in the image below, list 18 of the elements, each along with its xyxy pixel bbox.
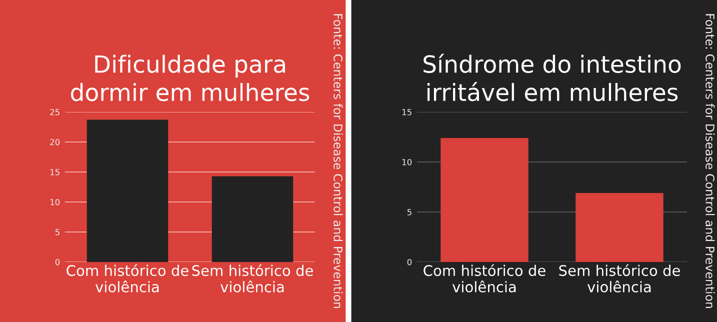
source-note: Fonte: Centers for Disease Control and Prevention [334, 14, 343, 308]
y-tick-label: 5 [55, 229, 60, 236]
chart-title: Dificuldade para dormir em mulheres [71, 54, 310, 102]
x-tick-label: Sem histórico de violência [192, 264, 313, 292]
y-tick-label: 10 [402, 158, 412, 166]
y-tick-label: 15 [402, 109, 412, 116]
y-tick-label: 0 [55, 258, 60, 266]
y-tick-label: 15 [50, 169, 60, 176]
y-tick-label: 20 [50, 138, 60, 146]
x-tick-label: Com histórico de violência [424, 264, 546, 292]
source-note: Fonte: Centers for Disease Control and Prevention [706, 14, 715, 308]
y-tick-label: 0 [407, 258, 412, 266]
y-tick-label: 25 [50, 108, 60, 116]
y-tick-label: 5 [407, 209, 412, 216]
chart-title: Síndrome do intestino irritável em mulheres [424, 54, 681, 102]
y-tick-label: 10 [50, 198, 60, 206]
x-tick-label: Sem histórico de violência [559, 264, 680, 292]
x-tick-label: Com histórico de violência [66, 264, 188, 292]
